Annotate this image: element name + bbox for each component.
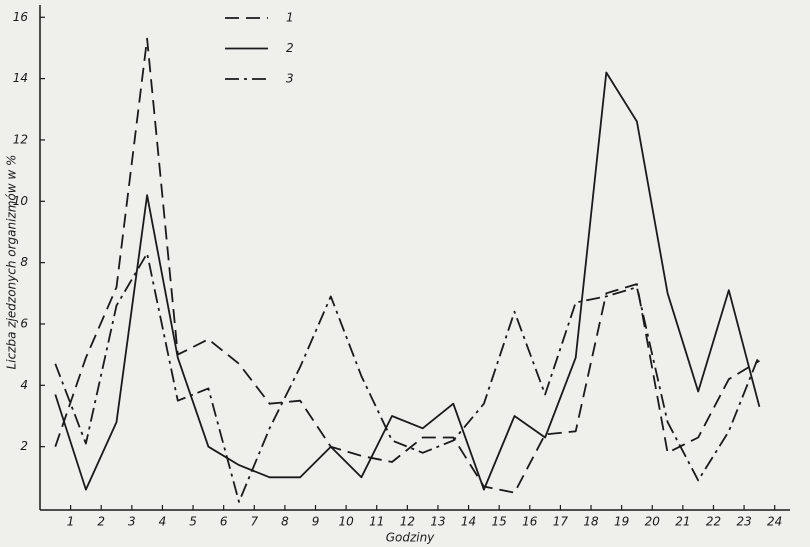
legend-label: 2 [286,41,294,55]
y-tick-label: 10 [13,194,29,208]
legend-label: 3 [286,72,294,86]
x-tick-label: 9 [312,515,320,529]
x-tick-label: 8 [281,515,289,529]
series-line [54,37,760,494]
x-tick-label: 23 [736,515,751,529]
y-tick-label: 6 [20,316,28,330]
x-tick-label: 15 [492,515,507,529]
y-tick-label: 14 [13,71,28,85]
y-tick-label: 12 [13,132,28,146]
x-tick-label: 21 [675,515,690,529]
legend-label: 1 [286,11,294,25]
series-line [54,252,761,503]
x-tick-label: 16 [522,515,538,529]
x-tick-label: 1 [67,515,75,529]
y-tick-label: 8 [20,255,28,269]
x-tick-label: 20 [645,515,661,529]
x-tick-label: 17 [553,515,569,529]
x-tick-label: 2 [97,515,105,529]
y-tick-label: 4 [20,378,28,392]
x-tick-label: 7 [250,515,258,529]
x-tick-label: 24 [767,515,782,529]
x-tick-label: 3 [128,515,136,529]
x-tick-label: 12 [400,515,415,529]
x-tick-label: 4 [159,515,167,529]
y-tick-label: 16 [13,10,29,24]
y-axis-title: Liczba zjedzonych organizmów w % [5,155,19,370]
x-tick-label: 10 [338,515,354,529]
y-tick-label: 2 [20,439,28,453]
x-tick-label: 5 [189,515,197,529]
x-tick-label: 13 [430,515,445,529]
x-tick-label: 19 [614,515,629,529]
x-tick-label: 6 [220,515,228,529]
x-tick-label: 14 [461,515,476,529]
x-axis-title: Godziny [386,531,435,545]
series-line [54,71,761,491]
x-tick-label: 11 [369,515,384,529]
x-tick-label: 18 [583,515,599,529]
x-tick-label: 22 [706,515,721,529]
